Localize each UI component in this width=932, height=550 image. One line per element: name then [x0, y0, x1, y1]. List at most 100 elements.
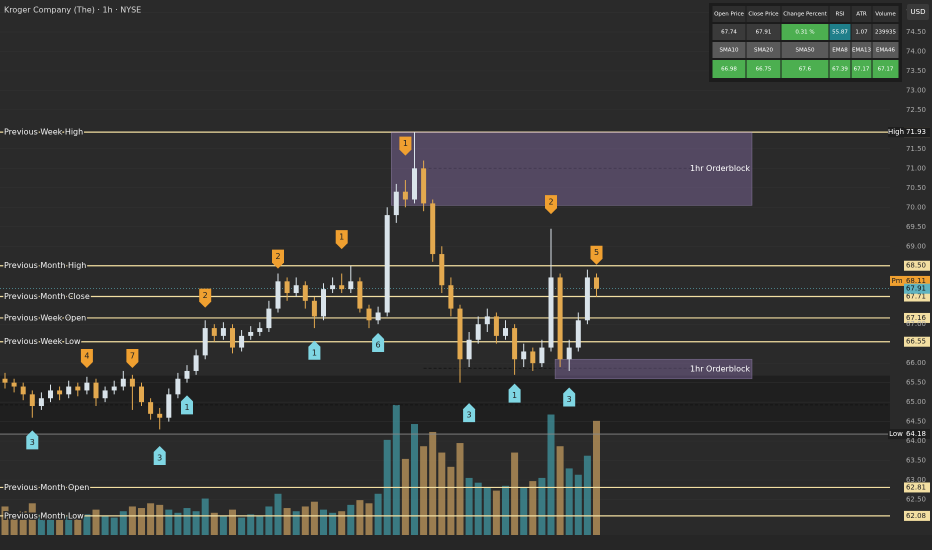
signal-marker [181, 395, 193, 415]
candle-body [239, 335, 245, 348]
volume-bar [229, 509, 236, 535]
table-value: 0.31 % [795, 30, 814, 36]
candle-body [393, 191, 399, 216]
candle-body [2, 378, 8, 383]
signal-marker [399, 136, 412, 156]
y-tick-label: 69.50 [906, 223, 926, 231]
volume-bar [101, 515, 109, 535]
candle-body [157, 413, 163, 418]
level-price-box [904, 312, 930, 323]
volume-bar [147, 503, 155, 535]
level-name: Previous Week Low [4, 337, 81, 346]
candle-body [521, 351, 527, 360]
volume-bar [483, 487, 491, 535]
extreme-name-box [888, 429, 904, 440]
volume-bar [174, 512, 182, 535]
currency[interactable]: USD [911, 8, 926, 16]
y-tick-label: 65.00 [906, 398, 926, 406]
table-header: Change Percent [783, 12, 827, 18]
level-name: Previous Month High [4, 261, 86, 270]
candle-body [321, 289, 326, 317]
volume-bar [474, 482, 482, 535]
table-cell [872, 42, 899, 58]
signal-label: 6 [376, 340, 381, 349]
table-cell [781, 42, 829, 58]
volume-bar [274, 493, 282, 535]
signal-label: 5 [594, 248, 599, 257]
signal-label: 1 [339, 233, 344, 242]
table-header: Close Price [748, 12, 779, 18]
candle-body [84, 382, 90, 391]
candle-body [539, 347, 545, 364]
y-tick-label: 65.50 [906, 379, 926, 387]
y-tick-label: 73.00 [906, 86, 926, 94]
volume-bar [329, 512, 337, 535]
candle-body [57, 390, 63, 395]
table-cell [746, 42, 781, 58]
orderblock-label: 1hr Orderblock [690, 365, 750, 374]
table-cell [851, 60, 872, 78]
signal-label: 3 [567, 395, 572, 404]
level-price-box [904, 482, 930, 493]
premarket-price-value: 68.11 [906, 277, 926, 285]
orderblock-label: 1hr Orderblock [690, 164, 750, 173]
table-cell [829, 42, 851, 58]
table-header: Open Price [714, 12, 744, 18]
level-name: Previous Week Open [4, 313, 86, 322]
volume-bar [502, 485, 509, 535]
volume-bar [556, 446, 564, 535]
volume-bar [456, 443, 464, 535]
volume-bar [411, 424, 418, 535]
level-price-value: 62.08 [906, 512, 926, 520]
y-tick-label: 69.00 [906, 242, 926, 250]
volume-bar [283, 508, 291, 535]
signal-label: 4 [84, 352, 89, 361]
candle-body [175, 378, 181, 395]
volume-bar [401, 458, 409, 535]
y-tick-label: 72.50 [906, 106, 926, 114]
volume-bar [438, 452, 446, 535]
extreme-price-value: 64.18 [906, 430, 926, 438]
candle-body [275, 281, 281, 309]
table-value: 66.98 [721, 67, 737, 73]
candle-body [48, 390, 53, 399]
table-cell [712, 60, 746, 78]
signal-label: 3 [467, 411, 472, 420]
volume-bar [65, 515, 73, 535]
candle-body [566, 347, 572, 360]
level-name: Previous Month Low [4, 511, 84, 520]
candle-body [466, 339, 472, 360]
volume-bar [565, 468, 573, 535]
y-tick-label: 71.50 [906, 145, 926, 153]
premarket-price-box [904, 275, 930, 286]
candle-body [120, 378, 126, 387]
volume-bar [1, 506, 9, 535]
candle-body [102, 390, 108, 399]
candle-body [339, 285, 345, 290]
volume-bar [420, 446, 428, 535]
table-value: 67.17 [854, 67, 870, 73]
table-header: SMA10 [720, 48, 739, 54]
volume-bar [74, 519, 82, 535]
y-tick-label: 73.50 [906, 67, 926, 75]
volume-bar [338, 511, 346, 535]
extreme-price-box [904, 429, 930, 440]
volume-bar [547, 414, 555, 535]
volume-bar [192, 511, 200, 535]
volume-bar [347, 504, 355, 535]
last-price-value: 67.91 [906, 285, 926, 293]
signal-marker [126, 349, 139, 369]
candle-body [357, 281, 363, 309]
extreme-name: Low [889, 430, 903, 438]
extreme-name-box [888, 127, 904, 138]
table-cell [746, 24, 781, 40]
volume-bar [156, 504, 164, 535]
currency-button[interactable] [907, 4, 929, 20]
table-cell [746, 60, 781, 78]
candle-body [166, 394, 172, 418]
candle-body [193, 355, 199, 371]
table-cell [781, 24, 829, 40]
chart-title: Kroger Company (The) · 1h · NYSE [4, 6, 141, 15]
orderblock [390, 131, 753, 206]
